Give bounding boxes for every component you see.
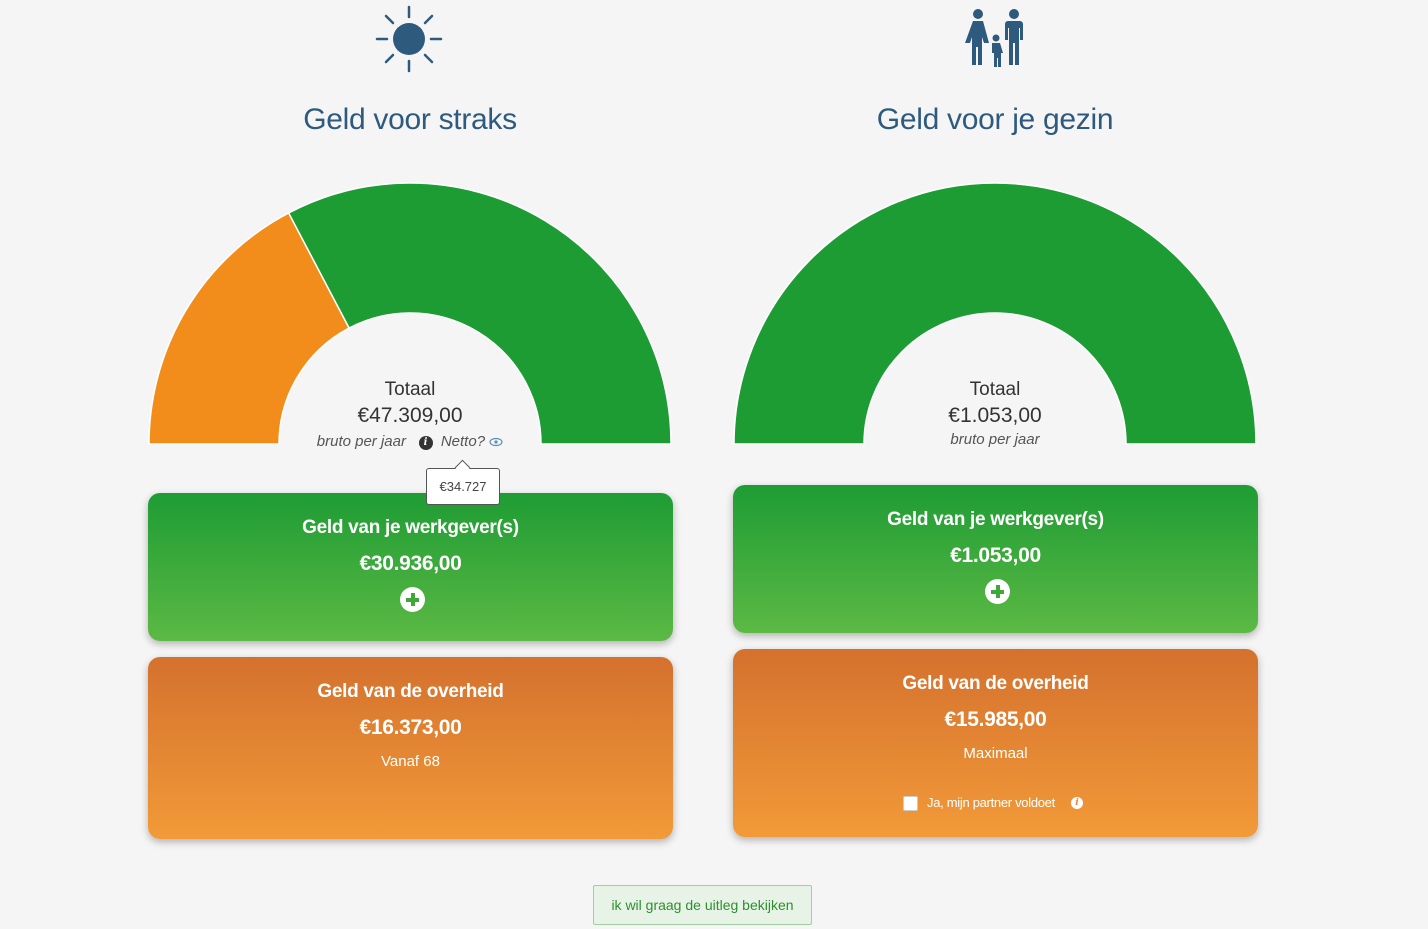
right-gauge-label: Totaal (969, 379, 1021, 400)
right-gauge-amount: €1.053,00 (948, 404, 1042, 427)
netto-link[interactable]: Netto? (440, 433, 486, 450)
left-gauge-label: Totaal (384, 379, 436, 400)
right-gauge-text: Totaal €1.053,00 bruto per jaar (845, 379, 1145, 448)
right-employer-card: Geld van je werkgever(s) €1.053,00 (733, 485, 1258, 633)
left-government-card: Geld van de overheid €16.373,00 Vanaf 68 (148, 657, 673, 839)
left-gauge-text: Totaal €47.309,00 bruto per jaar i Netto… (260, 379, 560, 451)
right-government-card: Geld van de overheid €15.985,00 Maximaal… (733, 649, 1258, 837)
partner-checkbox-label[interactable]: Ja, mijn partner voldoet (927, 795, 1055, 810)
left-gauge (148, 182, 672, 445)
left-gauge-sub: bruto per jaar i Netto? (260, 433, 560, 451)
right-gauge-sub: bruto per jaar (950, 431, 1040, 448)
right-title: Geld voor je gezin (876, 103, 1114, 136)
netto-tooltip: €34.727 (426, 468, 500, 505)
right-employer-expand-button[interactable] (985, 579, 1010, 604)
right-gauge (733, 182, 1257, 445)
left-employer-card: Geld van je werkgever(s) €30.936,00 (148, 493, 673, 641)
left-government-title: Geld van de overheid (317, 681, 504, 702)
right-employer-amount: €1.053,00 (950, 544, 1041, 567)
info-icon[interactable]: i (418, 436, 433, 450)
left-employer-expand-button[interactable] (400, 587, 425, 612)
left-government-amount: €16.373,00 (359, 716, 462, 739)
right-government-amount: €15.985,00 (944, 708, 1047, 731)
left-gauge-amount: €47.309,00 (357, 404, 463, 427)
left-gauge-sub-text: bruto per jaar (316, 433, 406, 450)
right-employer-title: Geld van je werkgever(s) (887, 509, 1104, 530)
partner-checkbox[interactable] (903, 796, 918, 811)
right-government-title: Geld van de overheid (902, 673, 1089, 694)
right-government-note: Maximaal (963, 745, 1028, 762)
left-title: Geld voor straks (303, 103, 517, 136)
explain-button[interactable]: ik wil graag de uitleg bekijken (593, 885, 812, 925)
left-gauge-segment-overheid (148, 211, 351, 445)
sun-icon (375, 5, 443, 73)
left-government-note: Vanaf 68 (381, 753, 440, 770)
family-icon (962, 8, 1030, 68)
partner-checkbox-row: Ja, mijn partner voldoet i (903, 795, 1153, 813)
left-employer-amount: €30.936,00 (359, 552, 462, 575)
left-employer-title: Geld van je werkgever(s) (302, 517, 519, 538)
partner-info-icon[interactable]: i (1071, 797, 1083, 809)
eye-icon[interactable] (489, 434, 503, 451)
left-gauge-segment-werkgever (287, 182, 672, 445)
right-gauge-segment-werkgever (733, 182, 1257, 445)
